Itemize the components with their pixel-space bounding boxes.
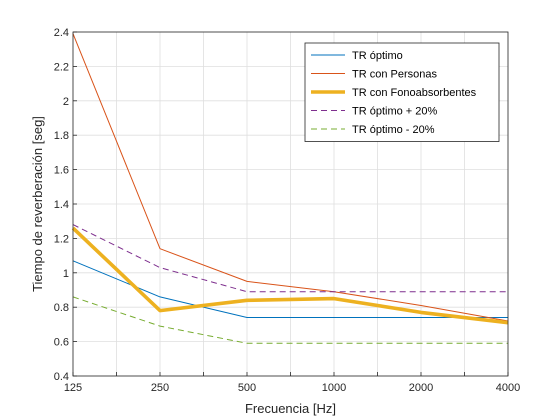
series-line [72,224,508,293]
x-tick-label: 4000 [496,382,520,394]
y-tick-label: 1.6 [54,165,69,177]
legend: TR óptimo TR con Personas TR con Fonoabsor… [304,42,500,142]
legend-label: TR con Personas [352,69,437,81]
x-axis-label: Frecuencia [Hz] [245,401,336,416]
x-tick-label: 2000 [409,382,433,394]
y-tick-label: 1 [63,268,69,280]
y-tick-label: 2.2 [54,61,69,73]
axes-ticks: 125 250 500 1000 2000 4000 0.4 0.6 0.8 1 1.2 1.4 1.6… [54,27,521,394]
series-line [72,296,508,344]
y-tick-label: 0.4 [54,371,69,383]
y-tick-label: 0.8 [54,302,69,314]
legend-label: TR óptimo + 20% [352,106,438,118]
series-line [72,33,509,322]
legend-label: TR óptimo [352,50,403,62]
y-axis-label: Tiempo de reverberación [seg] [30,116,45,292]
x-tick-label: 1000 [322,382,346,394]
x-tick-label: 250 [151,382,169,394]
y-tick-label: 1.8 [54,130,69,142]
y-tick-label: 1.4 [54,199,69,211]
legend-label: TR con Fonoabsorbentes [352,87,477,99]
y-tick-label: 2.4 [54,27,69,39]
y-tick-label: 1.2 [54,233,69,245]
legend-label: TR óptimo - 20% [352,124,435,136]
series-lines [71,33,509,344]
x-tick-label: 125 [64,382,82,394]
y-tick-label: 0.6 [54,337,69,349]
y-tick-label: 2 [63,96,69,108]
x-tick-label: 500 [238,382,256,394]
series-line [71,226,509,325]
series-line [72,260,508,318]
